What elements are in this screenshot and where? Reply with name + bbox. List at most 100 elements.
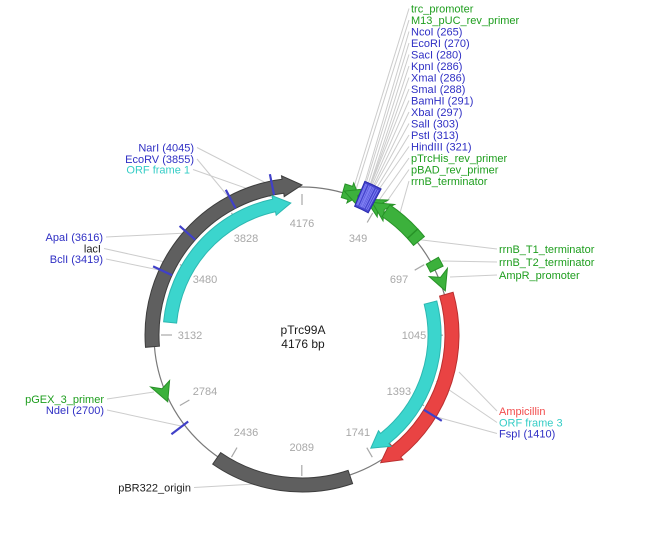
label-bamhi: BamHI (291) bbox=[411, 96, 473, 108]
position-tick-label-2089: 2089 bbox=[290, 442, 314, 454]
label-ecori: EcoRI (270) bbox=[411, 38, 470, 50]
label-ndei: NdeI (2700) bbox=[46, 405, 104, 417]
leader-line-ndei bbox=[106, 409, 182, 427]
leader-line-bamhi bbox=[368, 100, 410, 193]
site-tick-NarI bbox=[268, 173, 276, 196]
label-nari: NarI (4045) bbox=[138, 143, 194, 155]
leader-line-rrnb-t1-terminator bbox=[413, 238, 498, 250]
position-tick-2436 bbox=[230, 447, 238, 458]
label-ampr-promoter: AmpR_promoter bbox=[499, 270, 580, 282]
label-xmai: XmaI (286) bbox=[411, 73, 465, 85]
feature-m13-puc-rev-primer-primer bbox=[343, 188, 369, 209]
position-tick-label-1045: 1045 bbox=[402, 330, 426, 342]
mcs-site-stripe-297 bbox=[362, 186, 374, 209]
label-pbr322-origin: pBR322_origin bbox=[118, 483, 191, 495]
leader-line-xbai bbox=[369, 111, 410, 194]
site-tick-EcoRV bbox=[224, 189, 237, 209]
label-ecorv: EcoRV (3855) bbox=[125, 154, 194, 166]
plasmid-center-title: pTrc99A 4176 bp bbox=[203, 323, 403, 351]
leader-line-rrnb-t2-terminator bbox=[441, 260, 498, 263]
leader-line-ncoi bbox=[362, 31, 410, 190]
leader-line-saci bbox=[365, 54, 410, 192]
leader-line-psti bbox=[372, 134, 410, 195]
leader-line-kpni bbox=[367, 65, 410, 192]
label-orf-frame-1: ORF frame 1 bbox=[126, 165, 190, 177]
plasmid-size: 4176 bp bbox=[281, 337, 325, 351]
feature-pgex-3-primer-primer bbox=[149, 379, 171, 403]
label-pgex-3-primer: pGEX_3_primer bbox=[25, 394, 104, 406]
label-laci: lacI bbox=[84, 244, 101, 256]
label-bcli: BclI (3419) bbox=[50, 254, 103, 266]
feature-orf-frame-3-orf bbox=[369, 300, 442, 449]
position-tick-label-4176: 4176 bbox=[290, 218, 314, 230]
position-tick-2784 bbox=[179, 399, 190, 407]
mcs-site-stripe-321 bbox=[367, 189, 379, 211]
leader-line-xmai bbox=[367, 77, 410, 193]
leader-line-smai bbox=[367, 88, 410, 193]
position-tick-label-3828: 3828 bbox=[234, 233, 258, 245]
leader-line-fspi bbox=[432, 415, 498, 434]
feature-rrnB-T2-terminator-terminator bbox=[425, 256, 444, 273]
label-apai: ApaI (3616) bbox=[46, 232, 103, 244]
feature-pBR322-origin-rep_origin bbox=[212, 451, 354, 493]
feature-lacI-gene bbox=[144, 174, 304, 348]
leader-line-bcli bbox=[105, 258, 165, 272]
leader-line-laci bbox=[103, 248, 166, 263]
leader-line-ecori bbox=[363, 42, 410, 191]
mcs-site-stripe-291 bbox=[361, 186, 372, 208]
leader-line-hindiii bbox=[374, 146, 410, 196]
label-kpni: KpnI (286) bbox=[411, 61, 462, 73]
mcs-site-stripe-313 bbox=[365, 188, 377, 210]
leader-line-sali bbox=[370, 123, 410, 194]
mcs-site-stripe-280 bbox=[359, 185, 370, 207]
site-tick-FspI bbox=[423, 408, 443, 422]
feature-ampR-promoter-promoter bbox=[427, 266, 449, 292]
leader-line-trc-promoter bbox=[352, 8, 410, 191]
label-m13-puc-rev-primer: M13_pUC_rev_primer bbox=[411, 15, 520, 27]
position-tick-349 bbox=[366, 212, 374, 223]
label-rrnb-terminator: rrnB_terminator bbox=[411, 176, 488, 188]
label-ampicillin: Ampicillin bbox=[499, 406, 545, 418]
leader-line-rrnb-terminator bbox=[399, 180, 410, 214]
feature-rrnB-terminator-terminator bbox=[381, 204, 419, 239]
label-hindiii: HindIII (321) bbox=[411, 142, 472, 154]
site-tick-BclI bbox=[152, 265, 173, 277]
label-ncoi: NcoI (265) bbox=[411, 27, 462, 39]
label-fspi: FspI (1410) bbox=[499, 429, 555, 441]
leader-line-ptrchis-rev-primer bbox=[374, 157, 410, 207]
label-ptrchis-rev-primer: pTrcHis_rev_primer bbox=[411, 153, 508, 165]
leader-line-nari bbox=[196, 147, 273, 187]
mcs-site-stripe-303 bbox=[363, 187, 375, 209]
plasmid-name: pTrc99A bbox=[280, 323, 326, 337]
position-tick-label-2436: 2436 bbox=[234, 427, 258, 439]
leader-line-ecorv bbox=[196, 158, 232, 201]
feature-orf-frame-1-orf bbox=[163, 194, 292, 324]
position-tick-label-1741: 1741 bbox=[346, 427, 370, 439]
label-sali: SalI (303) bbox=[411, 119, 459, 131]
label-trc-promoter: trc_promoter bbox=[411, 4, 474, 16]
position-tick-label-697: 697 bbox=[390, 274, 408, 286]
label-pbad-rev-primer: pBAD_rev_primer bbox=[411, 165, 499, 177]
position-tick-label-2784: 2784 bbox=[193, 386, 217, 398]
mcs-site-stripe-270 bbox=[357, 184, 368, 206]
position-tick-label-349: 349 bbox=[349, 233, 367, 245]
label-xbai: XbaI (297) bbox=[411, 107, 462, 119]
position-tick-label-3132: 3132 bbox=[178, 330, 202, 342]
leader-line-apai bbox=[105, 232, 188, 238]
feature-ampicillin-gene bbox=[379, 291, 460, 464]
leader-line-ampr-promoter bbox=[449, 274, 498, 278]
position-tick-1741 bbox=[366, 447, 373, 458]
label-psti: PstI (313) bbox=[411, 130, 459, 142]
site-tick-ApaI bbox=[178, 225, 197, 241]
feature-rrnB-T1-terminator-terminator bbox=[406, 228, 426, 247]
leader-line-pbr322-origin bbox=[193, 483, 256, 488]
leader-line-pgex-3-primer bbox=[106, 391, 155, 400]
label-smai: SmaI (288) bbox=[411, 84, 465, 96]
label-rrnb-t2-terminator: rrnB_T2_terminator bbox=[499, 257, 595, 269]
mcs-site-stripe-265 bbox=[356, 183, 367, 206]
position-tick-label-3480: 3480 bbox=[193, 274, 217, 286]
label-saci: SacI (280) bbox=[411, 50, 462, 62]
label-rrnb-t1-terminator: rrnB_T1_terminator bbox=[499, 244, 595, 256]
leader-line-ampicillin bbox=[458, 371, 498, 412]
